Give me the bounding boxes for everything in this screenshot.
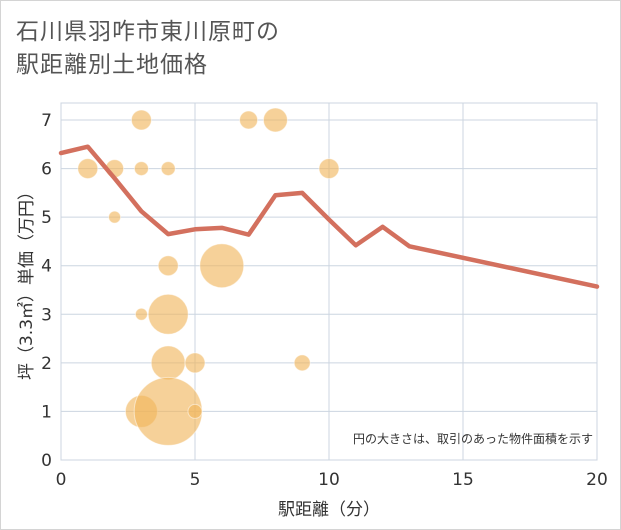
bubble-point-6 xyxy=(239,110,259,130)
bubble-series xyxy=(77,107,340,446)
bubble-point-14 xyxy=(184,352,206,374)
y-tick-label-1: 1 xyxy=(41,402,52,422)
bubble-point-4 xyxy=(160,161,176,177)
bubble-point-18 xyxy=(187,403,203,419)
chart-title-line2: 駅距離別土地価格 xyxy=(16,52,208,78)
bubble-point-5 xyxy=(108,210,122,224)
bubble-point-9 xyxy=(157,255,179,277)
x-axis-ticks: 0 5 10 15 20 xyxy=(56,470,608,490)
x-tick-label-0: 0 xyxy=(56,470,67,490)
y-axis-ticks: 0 1 2 3 4 5 6 7 xyxy=(41,111,52,471)
bubble-point-11 xyxy=(147,293,189,335)
bubble-point-0 xyxy=(77,158,99,180)
average-line-series xyxy=(58,144,600,289)
bubble-point-3 xyxy=(130,109,152,131)
y-tick-label-5: 5 xyxy=(41,208,52,228)
y-tick-label-7: 7 xyxy=(41,111,52,131)
x-tick-label-3: 15 xyxy=(452,470,474,490)
bubble-point-2 xyxy=(133,161,149,177)
x-axis-title: 駅距離（分） xyxy=(278,500,380,520)
y-tick-label-0: 0 xyxy=(41,451,52,471)
bubble-point-13 xyxy=(150,345,186,381)
y-axis-title: 坪（3.3㎡）単価（万円） xyxy=(17,183,37,380)
bubble-point-10 xyxy=(199,243,245,289)
bubble-point-12 xyxy=(134,307,148,321)
bubble-point-7 xyxy=(262,107,288,133)
chart-title: 石川県羽咋市東川原町の 駅距離別土地価格 xyxy=(16,16,280,82)
bubble-size-note: 円の大きさは、取引のあった物件面積を示す xyxy=(353,431,593,446)
y-tick-label-3: 3 xyxy=(41,305,52,325)
series-line-0 xyxy=(58,144,600,289)
bubble-point-8 xyxy=(318,158,340,180)
x-tick-label-4: 20 xyxy=(586,470,608,490)
x-tick-label-2: 10 xyxy=(318,470,340,490)
y-tick-label-6: 6 xyxy=(41,160,52,180)
y-tick-label-4: 4 xyxy=(41,257,52,277)
y-tick-label-2: 2 xyxy=(41,354,52,374)
x-tick-label-1: 5 xyxy=(190,470,201,490)
chart-title-line1: 石川県羽咋市東川原町の xyxy=(16,19,280,45)
plot-area-border xyxy=(60,102,598,461)
bubble-point-15 xyxy=(293,354,311,372)
